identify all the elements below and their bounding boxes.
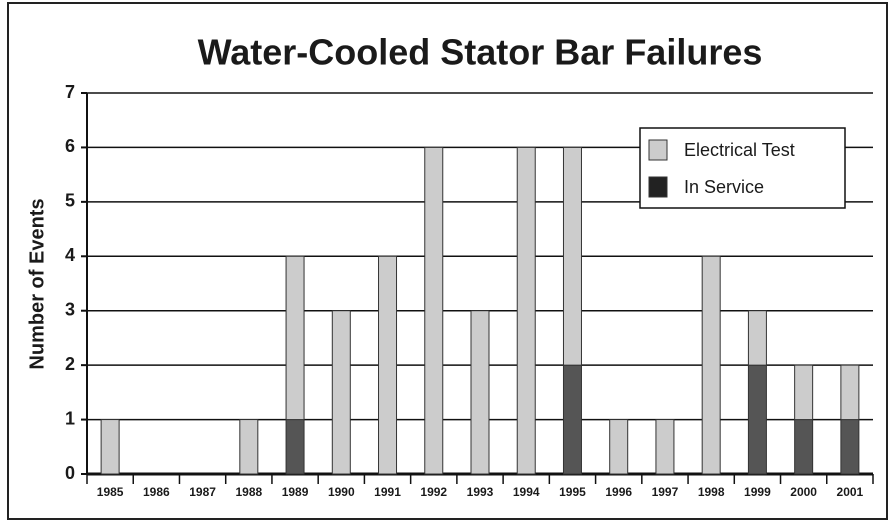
x-tick-label: 1998 xyxy=(698,485,725,499)
bar-segment xyxy=(840,419,860,475)
legend-box xyxy=(639,127,846,209)
x-tick-label: 1993 xyxy=(467,485,494,499)
x-tick-label: 1996 xyxy=(605,485,632,499)
x-tick-label: 1999 xyxy=(744,485,771,499)
x-tick-label: 1997 xyxy=(652,485,679,499)
y-tick-label: 3 xyxy=(65,299,75,319)
y-tick-label: 2 xyxy=(65,354,75,374)
bar-segment xyxy=(562,364,582,475)
x-tick-label: 1986 xyxy=(143,485,170,499)
x-tick-label: 1995 xyxy=(559,485,586,499)
y-axis-label: Number of Events xyxy=(26,198,48,369)
bar-segment xyxy=(609,419,629,475)
bar-segment xyxy=(747,364,767,475)
x-tick-label: 2001 xyxy=(837,485,864,499)
legend-swatch xyxy=(648,139,668,161)
bar-segment xyxy=(840,364,860,421)
y-tick-label: 6 xyxy=(65,136,75,156)
frame xyxy=(7,2,888,520)
bar-segment xyxy=(794,419,814,475)
bar-segment xyxy=(655,419,675,475)
bar-segment xyxy=(424,146,444,475)
bar-segment xyxy=(747,310,767,366)
x-tick-label: 1994 xyxy=(513,485,540,499)
x-tick-label: 1990 xyxy=(328,485,355,499)
x-tick-label: 1991 xyxy=(374,485,401,499)
y-tick-label: 5 xyxy=(65,191,75,211)
x-tick-label: 1992 xyxy=(420,485,447,499)
bar-segment xyxy=(285,255,305,421)
y-tick-label: 0 xyxy=(65,463,75,483)
bar-segment xyxy=(239,419,259,475)
legend-swatch xyxy=(648,176,668,198)
bar-segment xyxy=(516,146,536,475)
x-tick-label: 1988 xyxy=(235,485,262,499)
x-tick-label: 1989 xyxy=(282,485,309,499)
bar-segment xyxy=(100,419,120,475)
bar-segment xyxy=(470,310,490,475)
bar-segment xyxy=(794,364,814,421)
bar-segment xyxy=(701,255,721,475)
bar-segment xyxy=(562,146,582,366)
y-tick-label: 7 xyxy=(65,82,75,102)
y-tick-label: 1 xyxy=(65,408,75,428)
x-tick-label: 2000 xyxy=(790,485,817,499)
bar-segment xyxy=(331,310,351,475)
x-tick-label: 1987 xyxy=(189,485,216,499)
bar-segment xyxy=(378,255,398,475)
bar-segment xyxy=(285,419,305,475)
y-tick-label: 4 xyxy=(65,245,75,265)
legend-label: In Service xyxy=(684,177,764,197)
legend-label: Electrical Test xyxy=(684,140,795,160)
chart-title: Water-Cooled Stator Bar Failures xyxy=(198,32,763,73)
x-tick-label: 1985 xyxy=(97,485,124,499)
